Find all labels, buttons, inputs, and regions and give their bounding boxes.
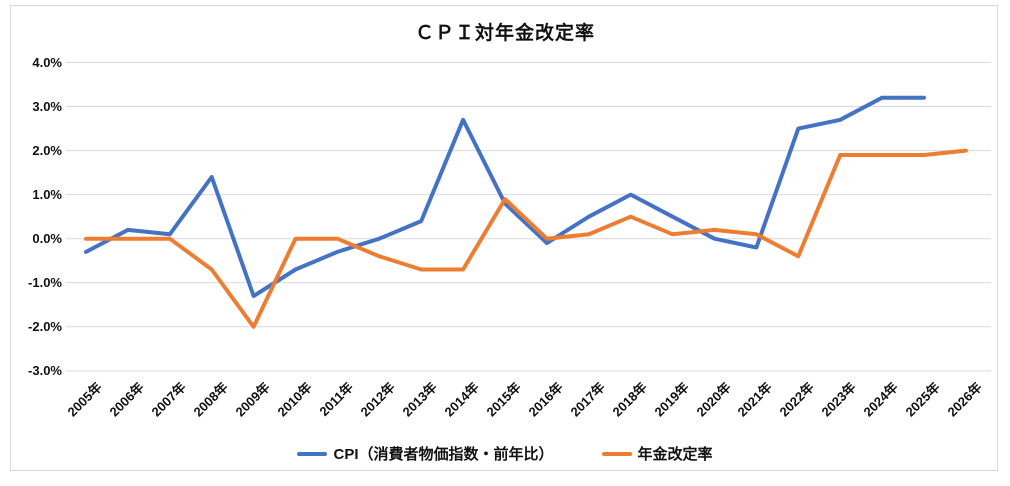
y-axis-tick-label: 4.0%: [32, 55, 62, 70]
legend-item-pension: 年金改定率: [601, 443, 713, 464]
legend-label: CPI（消費者物価指数・前年比）: [333, 446, 554, 463]
y-axis-tick-label: -3.0%: [28, 363, 62, 379]
y-axis-tick-label: -2.0%: [28, 319, 62, 335]
pension-series-line: [84, 148, 968, 329]
chart-frame: [10, 5, 998, 471]
cpi-series-line: [84, 95, 926, 298]
cpi-line-swatch: [297, 451, 328, 456]
chart-title: ＣＰＩ対年金改定率: [414, 23, 595, 44]
pension-line-swatch: [601, 451, 632, 456]
y-axis-tick-label: -1.0%: [28, 275, 62, 291]
y-axis-tick-label: 3.0%: [32, 99, 62, 115]
legend-item-cpi: CPI（消費者物価指数・前年比）: [297, 443, 554, 464]
y-axis-tick-label: 0.0%: [32, 231, 62, 247]
chart-legend: CPI（消費者物価指数・前年比） 年金改定率: [0, 443, 1010, 464]
y-axis-tick-label: 2.0%: [32, 143, 62, 159]
y-axis-tick-label: 1.0%: [32, 187, 62, 203]
legend-label: 年金改定率: [637, 446, 713, 463]
